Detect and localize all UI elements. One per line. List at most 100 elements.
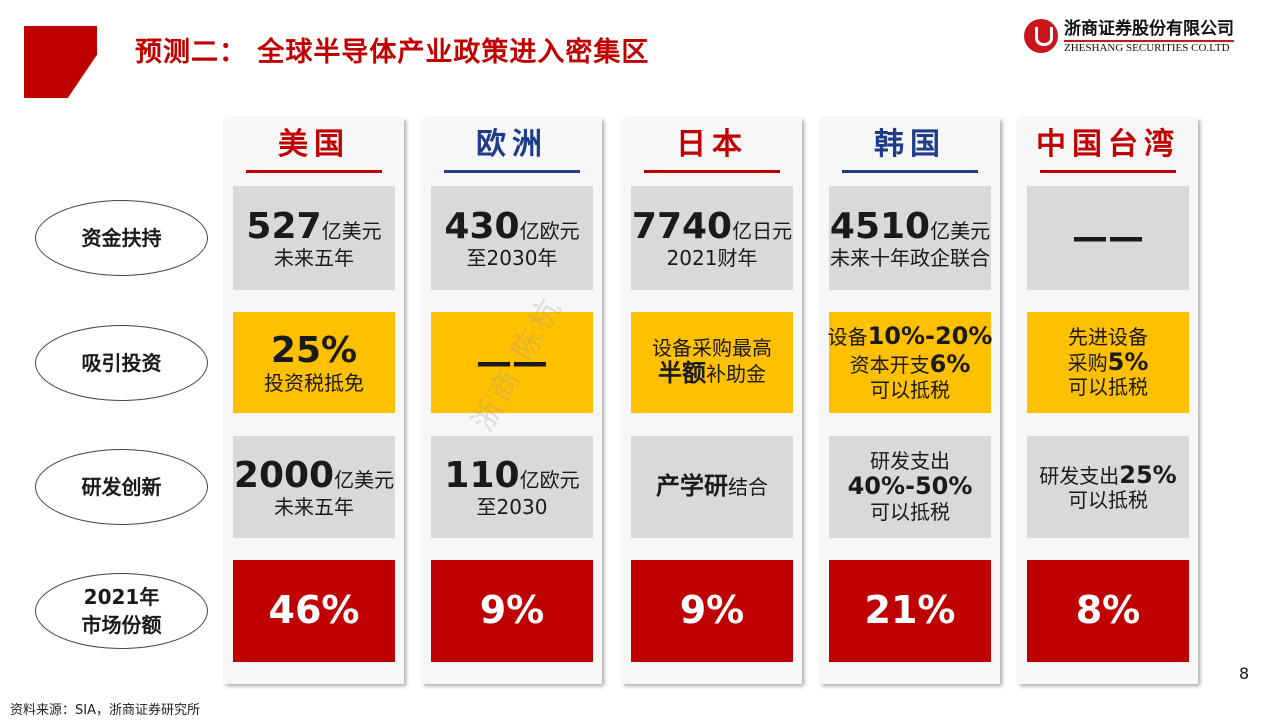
row-label-text: 资金扶持 (81, 226, 162, 250)
row-label-text: 吸引投资 (81, 350, 162, 375)
row-label: 吸引投资 (35, 324, 208, 401)
cell-line: 采购5% (1067, 347, 1149, 377)
policy-cell: 研发支出 40%-50% 可以抵税 (829, 436, 991, 538)
cell-text: 亿欧元 (519, 467, 580, 492)
cell-text: 21% (864, 588, 956, 633)
policy-cell: 9% (431, 560, 593, 662)
policy-cell: 430亿欧元 至2030年 (431, 186, 593, 290)
cell-text: 设备采购最高 (652, 336, 772, 361)
cell-text: 亿日元 (732, 218, 793, 243)
cell-line: 设备采购最高 (652, 337, 772, 360)
policy-cell: 设备采购最高 半额补助金 (631, 312, 793, 413)
cell-line: 未来十年政企联合 (830, 247, 990, 270)
row-label: 研发创新 (35, 449, 208, 525)
cell-text: 可以抵税 (870, 377, 950, 402)
cell-text: 110 (444, 454, 520, 496)
cell-text: 亿美元 (321, 218, 382, 243)
policy-cell: 2000亿美元未来五年 (233, 436, 395, 538)
region-column: 欧洲 430亿欧元 至2030年 —— 110亿欧元 至2030 9% (422, 118, 602, 684)
corner-decoration (24, 26, 97, 98)
cell-text: 亿美元 (334, 467, 395, 492)
region-column: 美国 527亿美元 未来五年 25% 投资税抵免 2000亿美元 未来五年 46% (224, 118, 404, 684)
cell-line: 可以抵税 (870, 499, 950, 524)
cell-line: 设备10%-20% (828, 323, 993, 351)
cell-text: 10%-20% (867, 322, 993, 351)
cell-text: 至2030年 (466, 246, 558, 271)
cell-line: 2021财年 (667, 247, 758, 270)
cell-text: 产学研 (656, 472, 728, 501)
cell-text: 采购 (1067, 350, 1108, 375)
policy-cell: —— (431, 312, 593, 413)
cell-text: 亿欧元 (519, 218, 580, 243)
page-title: 预测二： 全球半导体产业政策进入密集区 (135, 37, 650, 68)
policy-cell: 8% (1027, 560, 1189, 662)
cell-text: 半额 (658, 359, 706, 388)
cell-text: 补助金 (706, 362, 766, 387)
cell-text: 430 (444, 205, 520, 247)
policy-cell: 25% 投资税抵免 (233, 312, 395, 413)
region-column: 韩国 4510亿美元 未来十年政企联合 设备10%-20% 资本开支6% 可以抵税 研发支出… (820, 118, 1000, 684)
cell-text: 5% (1107, 347, 1149, 376)
cell-text: 未来五年 (274, 495, 354, 520)
header-underline (644, 170, 780, 173)
row-label-text: 市场份额 (81, 613, 162, 637)
cell-text: 4510 (829, 205, 931, 247)
cell-line: 未来五年 (274, 247, 354, 270)
policy-cell: 先进设备 采购5% 可以抵税 (1027, 312, 1189, 413)
cell-line: 至2030年 (467, 247, 558, 270)
cell-line: 46% (269, 588, 360, 633)
header-underline (444, 170, 580, 173)
cell-line: 投资税抵免 (264, 371, 364, 395)
policy-cell: 产学研结合 (631, 436, 793, 538)
cell-text: 可以抵税 (870, 499, 950, 524)
logo-en: ZHESHANG SECURITIES CO.LTD (1064, 42, 1230, 54)
cell-text: 至2030 (476, 495, 548, 520)
row-label: 资金扶持 (35, 200, 208, 276)
source-note: 资料来源：SIA，浙商证券研究所 (10, 703, 200, 718)
region-name: 美国 (278, 127, 350, 162)
policy-cell: 研发支出25% 可以抵税 (1027, 436, 1189, 538)
cell-text: 9% (479, 588, 545, 633)
policy-cell: 21% (829, 560, 991, 662)
cell-text: 研发支出 (870, 449, 950, 474)
policy-cell: 9% (631, 560, 793, 662)
header-underline (842, 170, 978, 173)
region-name: 韩国 (874, 127, 946, 162)
cell-line: 527亿美元 (246, 206, 381, 247)
cell-line: 研发支出25% (1039, 461, 1176, 490)
policy-cell: 7740亿日元 2021财年 (631, 186, 793, 290)
cell-line: 产学研结合 (656, 472, 768, 501)
row-label-text: 研发创新 (81, 475, 162, 499)
region-column: 日本 7740亿日元 2021财年 设备采购最高 半额补助金 产学研结合 9% (622, 118, 802, 684)
policy-cell: 设备10%-20% 资本开支6% 可以抵税 (828, 312, 993, 413)
cell-line: 可以抵税 (1068, 376, 1148, 399)
cell-text: 9% (679, 588, 745, 633)
logo-cn: 浙商证券股份有限公司 (1064, 18, 1234, 42)
cell-text: 资本开支 (849, 353, 930, 377)
cell-text: 527 (246, 205, 322, 247)
cell-text: 研发支出 (1039, 463, 1120, 488)
cell-line: 半额补助金 (658, 359, 766, 388)
cell-text: 结合 (728, 475, 768, 500)
cell-line: 先进设备 (1068, 324, 1148, 349)
cell-text: 2000 (233, 454, 335, 496)
cell-line: 资本开支6% (849, 350, 971, 379)
cell-line: —— (476, 342, 548, 383)
cell-text: 25% (270, 330, 358, 372)
cell-line: 可以抵税 (1068, 489, 1148, 512)
cell-text: 2021财年 (666, 246, 758, 271)
cell-text: 先进设备 (1068, 324, 1148, 349)
row-label-text: 2021年 (83, 585, 160, 609)
cell-line: 21% (864, 588, 956, 633)
policy-cell: 527亿美元 未来五年 (233, 186, 395, 290)
region-column: 中国台湾 —— 先进设备 采购5% 可以抵税 研发支出25% 可以抵税 8% (1018, 118, 1198, 684)
policy-cell: 4510亿美元 未来十年政企联合 (829, 186, 991, 290)
cell-line: 7740亿日元 (632, 206, 792, 247)
company-logo: 浙商证券股份有限公司 ZHESHANG SECURITIES CO.LTD (1024, 18, 1234, 54)
cell-line: 430亿欧元 (444, 206, 579, 247)
cell-line: 至2030 (477, 496, 548, 519)
cell-text: 6% (929, 350, 971, 378)
policy-cell: 110亿欧元至2030 (431, 436, 593, 538)
cell-text: —— (1072, 217, 1144, 259)
header-underline (246, 170, 382, 173)
